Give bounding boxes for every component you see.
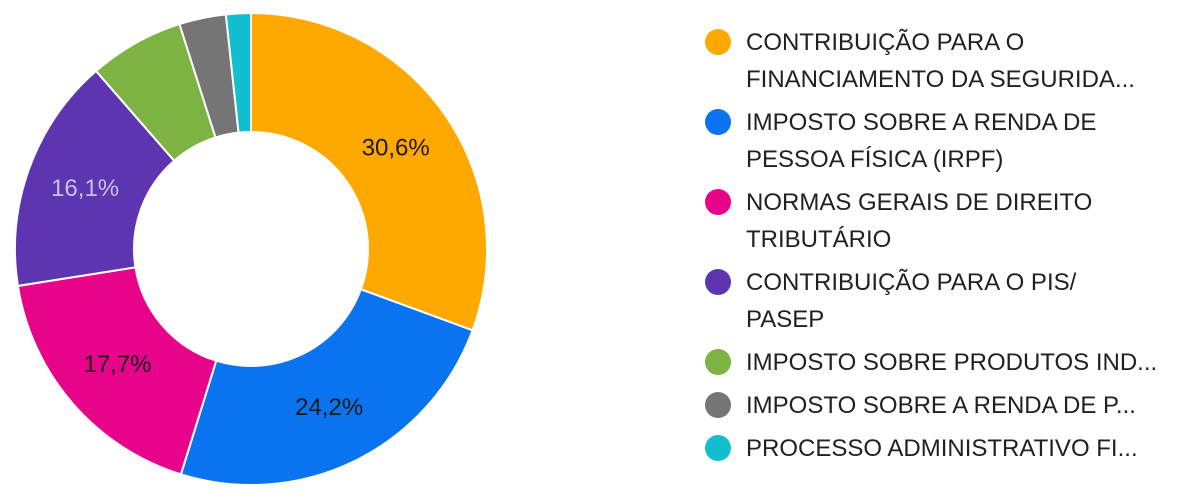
legend-swatch (705, 29, 731, 55)
slice-percent-label: 17,7% (83, 351, 151, 378)
legend-label: PROCESSO ADMINISTRATIVO FI... (746, 435, 1138, 462)
legend-swatch (705, 392, 731, 418)
legend-item[interactable]: IMPOSTO SOBRE A RENDA DE P... (705, 387, 1185, 424)
legend-label: CONTRIBUIÇÃO PARA O PIS/ PASEP (746, 269, 1077, 333)
legend: CONTRIBUIÇÃO PARA O FINANCIAMENTO DA SEG… (705, 24, 1185, 473)
legend-swatch (705, 189, 731, 215)
legend-label: CONTRIBUIÇÃO PARA O FINANCIAMENTO DA SEG… (746, 29, 1135, 93)
slice-percent-label: 16,1% (51, 175, 119, 202)
pie-slice[interactable] (179, 288, 474, 486)
legend-item[interactable]: CONTRIBUIÇÃO PARA O FINANCIAMENTO DA SEG… (705, 24, 1185, 98)
legend-swatch (705, 435, 731, 461)
legend-label: NORMAS GERAIS DE DIREITO TRIBUTÁRIO (746, 189, 1093, 253)
legend-label: IMPOSTO SOBRE A RENDA DE P... (746, 392, 1136, 419)
legend-label: IMPOSTO SOBRE A RENDA DE PESSOA FÍSICA (… (746, 109, 1097, 173)
slice-percent-label: 24,2% (295, 394, 363, 421)
legend-swatch (705, 109, 731, 135)
legend-item[interactable]: IMPOSTO SOBRE PRODUTOS IND... (705, 344, 1185, 381)
legend-item[interactable]: PROCESSO ADMINISTRATIVO FI... (705, 430, 1185, 467)
pie-slice[interactable] (16, 266, 218, 476)
donut-chart: 30,6% 24,2% 17,7% 16,1% (14, 11, 488, 486)
slice-percent-label: 30,6% (362, 134, 430, 161)
pie-slice[interactable] (224, 11, 252, 134)
legend-label: IMPOSTO SOBRE PRODUTOS IND... (746, 349, 1158, 376)
legend-item[interactable]: IMPOSTO SOBRE A RENDA DE PESSOA FÍSICA (… (705, 104, 1185, 178)
legend-item[interactable]: CONTRIBUIÇÃO PARA O PIS/ PASEP (705, 264, 1185, 338)
legend-swatch (705, 269, 731, 295)
legend-swatch (705, 349, 731, 375)
pie-slice[interactable] (250, 11, 488, 332)
legend-item[interactable]: NORMAS GERAIS DE DIREITO TRIBUTÁRIO (705, 184, 1185, 258)
pie-slice[interactable] (14, 69, 176, 288)
